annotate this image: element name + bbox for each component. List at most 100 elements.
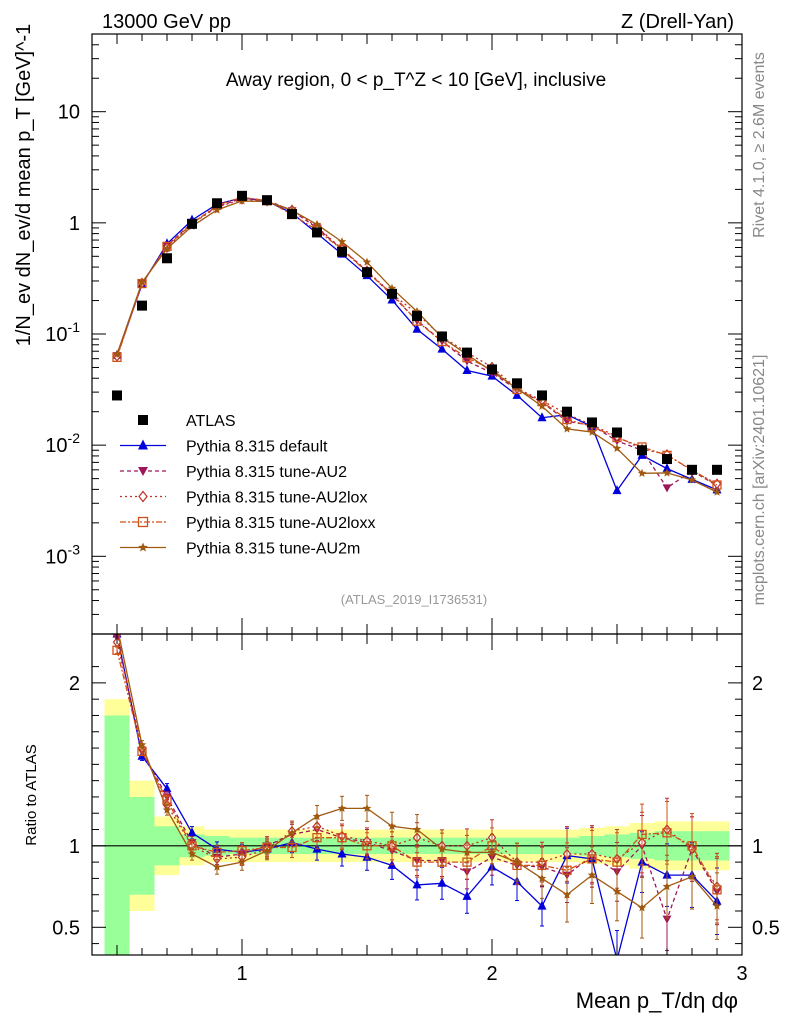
y-tick-label: 1 — [69, 213, 80, 235]
data-point-marker — [412, 857, 422, 867]
ratio-plot-area — [112, 634, 722, 955]
x-axis-label: Mean p_T/dη dφ — [576, 988, 738, 1013]
data-point-marker — [662, 454, 672, 465]
data-point-marker — [712, 487, 722, 496]
legend-item: Pythia 8.315 tune-AU2 — [120, 464, 347, 481]
data-point-marker — [612, 887, 622, 896]
data-point-marker — [138, 439, 148, 450]
data-point-marker — [512, 389, 522, 399]
legend-label: Pythia 8.315 tune-AU2loxx — [186, 515, 375, 532]
y-tick-label: 10-3 — [45, 541, 80, 568]
data-point-marker — [187, 827, 197, 837]
data-point-marker — [362, 803, 372, 812]
data-point-marker — [312, 219, 322, 229]
ratio-y-tick-label-right: 1 — [752, 836, 763, 858]
data-point-marker — [137, 516, 149, 528]
data-point-marker — [537, 900, 547, 910]
data-point-marker — [262, 195, 272, 206]
data-point-marker — [162, 805, 172, 814]
data-point-marker — [237, 190, 247, 201]
legend-label: Pythia 8.315 tune-AU2m — [186, 541, 360, 558]
data-point-marker — [437, 331, 447, 342]
ratio-band-inner — [104, 715, 130, 955]
legend-item: ATLAS — [138, 413, 236, 430]
data-point-marker — [437, 877, 447, 887]
data-point-marker — [487, 364, 497, 375]
reference-points — [112, 190, 722, 475]
main-y-ticks: 10-3 10-2 10-1 1 10 — [45, 33, 742, 635]
ratio-y-ticks: 0.5 0.5 1 1 2 2 — [52, 666, 780, 945]
data-point-marker — [462, 847, 472, 856]
legend-label: Pythia 8.315 tune-AU2 — [186, 464, 347, 481]
data-point-marker — [337, 246, 347, 257]
data-point-marker — [137, 740, 147, 749]
data-point-marker — [162, 783, 172, 793]
data-point-marker — [612, 443, 622, 452]
data-point-marker — [212, 862, 222, 871]
x-tick-label: 3 — [736, 963, 747, 985]
y-tick-exponent: -1 — [68, 319, 81, 335]
data-point-marker — [562, 890, 572, 899]
mcplots-label: mcplots.cern.ch [arXiv:2401.10621] — [751, 355, 768, 606]
data-point-marker — [138, 490, 148, 503]
data-point-marker — [262, 846, 272, 855]
data-point-marker — [287, 209, 297, 220]
data-point-marker — [612, 485, 622, 495]
data-point-marker — [212, 847, 222, 857]
collision-label: 13000 GeV pp — [102, 11, 231, 33]
rivet-label: Rivet 4.1.0, ≥ 2.6M events — [751, 52, 768, 238]
data-point-marker — [587, 870, 597, 879]
data-point-marker — [112, 390, 122, 401]
data-point-marker — [212, 198, 222, 209]
data-point-marker — [487, 847, 497, 856]
y-axis-label: 1/N_ev dN_ev/d mean p_T [GeV]^-1 — [13, 24, 35, 347]
chart-title: Away region, 0 < p_T^Z < 10 [GeV], inclu… — [226, 70, 606, 91]
data-point-marker — [687, 464, 697, 475]
ratio-y-axis-label: Ratio to ATLAS — [23, 744, 40, 845]
data-point-marker — [662, 915, 672, 924]
data-point-marker — [712, 901, 722, 910]
data-point-marker — [387, 821, 397, 830]
data-point-marker — [412, 311, 422, 322]
data-point-marker — [687, 475, 697, 484]
analysis-id: (ATLAS_2019_I1736531) — [341, 592, 487, 607]
ratio-series-line — [116, 634, 718, 955]
data-point-marker — [137, 300, 147, 311]
data-point-marker — [387, 841, 397, 851]
legend: ATLAS Pythia 8.315 default Pythia 8.315 tu… — [120, 413, 375, 558]
ratio-y-tick-label-right: 0.5 — [752, 917, 780, 939]
data-point-marker — [587, 417, 597, 428]
data-point-marker — [412, 307, 422, 316]
data-point-marker — [138, 467, 148, 476]
data-point-marker — [662, 828, 672, 838]
series-line — [116, 196, 718, 486]
data-point-marker — [362, 841, 372, 851]
data-point-marker — [662, 463, 672, 473]
data-point-marker — [138, 415, 148, 425]
data-point-marker — [462, 890, 472, 900]
legend-item: Pythia 8.315 default — [120, 439, 328, 456]
data-point-marker — [387, 288, 397, 299]
data-point-marker — [637, 903, 647, 912]
legend-label: Pythia 8.315 tune-AU2lox — [186, 490, 367, 507]
data-point-marker — [687, 872, 697, 881]
data-point-marker — [337, 833, 347, 843]
data-point-marker — [637, 445, 647, 456]
data-point-marker — [587, 427, 597, 436]
legend-label: Pythia 8.315 default — [186, 439, 328, 456]
data-point-marker — [712, 464, 722, 475]
data-point-marker — [362, 257, 372, 266]
data-point-marker — [512, 378, 522, 389]
y-tick-label: 10 — [58, 102, 80, 124]
data-point-marker — [562, 424, 572, 433]
ratio-series-1 — [112, 634, 722, 955]
data-point-marker — [137, 277, 147, 286]
data-point-marker — [312, 227, 322, 238]
data-point-marker — [362, 267, 372, 278]
legend-item: Pythia 8.315 tune-AU2lox — [120, 490, 367, 507]
data-point-marker — [412, 323, 422, 333]
x-tick-label: 2 — [486, 963, 497, 985]
data-point-marker — [562, 406, 572, 417]
data-point-marker — [162, 244, 172, 253]
